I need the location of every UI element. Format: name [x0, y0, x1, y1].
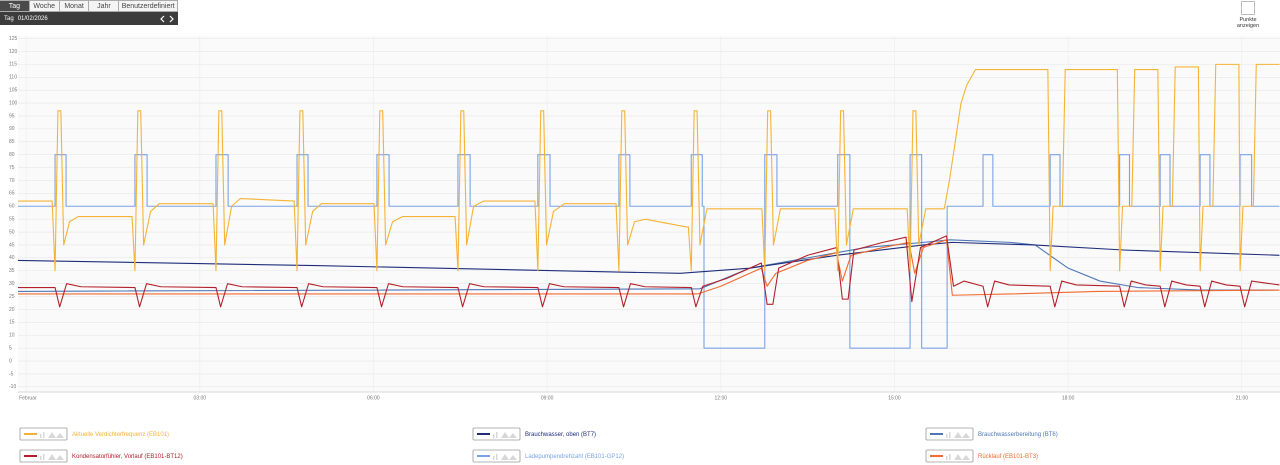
legend-label: Brauchwasser, oben (BT7) — [525, 432, 596, 438]
y-tick-label: 100 — [9, 100, 18, 106]
period-date: 01/02/2026 — [17, 15, 48, 22]
series-line — [18, 154, 1280, 349]
y-tick-label: 95 — [9, 113, 15, 119]
points-label: Punkte anzeigen — [1236, 17, 1260, 29]
legend-item[interactable]: Brauchwasserbereitung (BT6) — [925, 427, 1058, 441]
legend-label: Aktuelle Verdichterfrequenz (EB101) — [72, 432, 169, 438]
series-line — [18, 63, 1280, 272]
legend-box — [472, 427, 521, 441]
legend-box — [472, 449, 521, 463]
x-tick-label: 15:00 — [888, 395, 901, 401]
y-tick-label: 45 — [9, 242, 15, 248]
legend-icon — [40, 454, 64, 460]
tab[interactable]: Benutzerdefiniert — [118, 0, 178, 12]
y-tick-label: 60 — [9, 204, 15, 210]
x-tick-label: Februar — [19, 395, 37, 401]
plot-background — [18, 36, 1280, 392]
y-tick-label: 30 — [9, 281, 15, 287]
legend-icon — [40, 432, 64, 438]
legend-label: Brauchwasserbereitung (BT6) — [978, 432, 1058, 438]
legend-icon — [493, 432, 517, 438]
y-tick-label: 25 — [9, 294, 15, 300]
y-tick-label: 70 — [9, 178, 15, 184]
tab-bar: Tag Woche Monat Jahr Benutzerdefiniert — [0, 0, 178, 12]
legend-item[interactable]: Aktuelle Verdichterfrequenz (EB101) — [19, 427, 169, 441]
legend-item[interactable]: Brauchwasser, oben (BT7) — [472, 427, 596, 441]
legend-box — [925, 427, 974, 441]
x-tick-label: 21:00 — [1236, 395, 1249, 401]
legend-label: Ladepumpendrehzahl (EB101-GP12) — [525, 454, 624, 460]
series-line — [18, 235, 1280, 308]
y-tick-label: 35 — [9, 268, 15, 274]
y-tick-label: 110 — [9, 75, 17, 81]
tab[interactable]: Monat — [58, 0, 90, 12]
legend-item[interactable]: Rücklauf (EB101-BT3) — [925, 449, 1038, 463]
legend-icon — [946, 454, 970, 460]
period-label: Tag — [4, 15, 14, 22]
tab[interactable]: Jahr — [88, 0, 120, 12]
toolbar: Tag Woche Monat Jahr Benutzerdefiniert Tag 0… — [0, 0, 178, 25]
series-line — [18, 239, 1280, 296]
tab[interactable]: Tag — [0, 0, 30, 12]
period-bar: Tag 01/02/2026 — [0, 12, 178, 25]
y-tick-label: -10 — [9, 384, 16, 390]
legend-item[interactable]: Ladepumpendrehzahl (EB101-GP12) — [472, 449, 624, 463]
checkbox[interactable] — [1241, 1, 1255, 15]
points-toggle[interactable]: Punkte anzeigen — [1228, 1, 1268, 29]
y-tick-label: 75 — [9, 165, 15, 171]
y-tick-label: -5 — [9, 371, 14, 377]
y-tick-label: 120 — [9, 49, 18, 55]
x-tick-label: 12:00 — [715, 395, 728, 401]
y-tick-label: 65 — [9, 191, 15, 197]
y-tick-label: 40 — [9, 255, 15, 261]
legend-label: Kondensatorfühler, Vorlauf (EB101-BT12) — [72, 454, 183, 460]
x-tick-label: 09:00 — [541, 395, 554, 401]
y-tick-label: 55 — [9, 216, 15, 222]
legend-box — [925, 449, 974, 463]
y-tick-label: 5 — [9, 345, 12, 351]
legend-box — [19, 427, 68, 441]
y-tick-label: 80 — [9, 152, 15, 158]
y-tick-label: 85 — [9, 139, 15, 145]
y-tick-label: 105 — [9, 88, 18, 94]
y-tick-label: 115 — [9, 62, 17, 68]
y-tick-label: 50 — [9, 229, 15, 235]
x-tick-label: 06:00 — [367, 395, 380, 401]
y-tick-label: 0 — [9, 358, 12, 364]
legend-box — [19, 449, 68, 463]
legend-icon — [946, 432, 970, 438]
y-tick-label: 125 — [9, 36, 18, 42]
legend-label: Rücklauf (EB101-BT3) — [978, 454, 1038, 460]
y-tick-label: 15 — [9, 320, 15, 326]
y-tick-label: 90 — [9, 126, 15, 132]
series-line — [17, 241, 1280, 274]
legend-icon — [493, 454, 517, 460]
nav-arrows[interactable] — [160, 15, 174, 23]
y-tick-label: 20 — [9, 307, 15, 313]
tab[interactable]: Woche — [28, 0, 60, 12]
x-tick-label: 18:00 — [1062, 395, 1075, 401]
x-tick-label: 03:00 — [194, 395, 207, 401]
series-line — [17, 239, 1280, 292]
legend-item[interactable]: Kondensatorfühler, Vorlauf (EB101-BT12) — [19, 449, 183, 463]
y-tick-label: 10 — [9, 333, 15, 339]
